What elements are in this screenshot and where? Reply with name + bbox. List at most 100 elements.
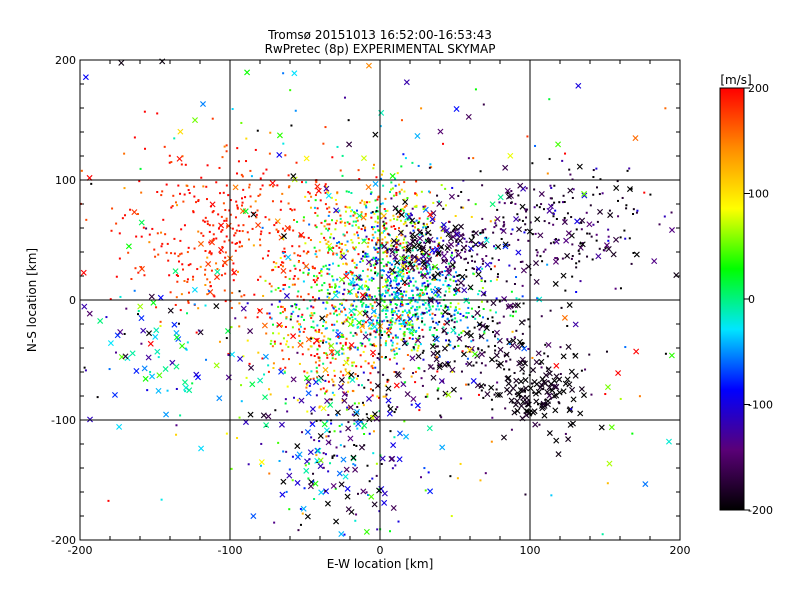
data-point-dot (589, 204, 592, 207)
data-point-dot (598, 193, 601, 196)
data-point-dot (481, 229, 484, 232)
data-point-dot (383, 319, 386, 322)
data-point-dot (540, 366, 543, 369)
data-point-dot (357, 242, 360, 245)
data-point-dot (465, 257, 468, 260)
data-point-dot (270, 303, 273, 306)
data-point-dot (174, 201, 177, 204)
data-point-dot (365, 294, 368, 297)
data-point-dot (289, 226, 292, 229)
data-point-dot (384, 342, 387, 345)
data-point-dot (343, 221, 346, 224)
data-point-dot (399, 219, 402, 222)
data-point-dot (429, 313, 432, 316)
data-point-dot (395, 283, 398, 286)
data-point-dot (451, 370, 454, 373)
data-point-dot (325, 227, 328, 230)
data-point-dot (393, 265, 396, 268)
data-point-dot (367, 241, 370, 244)
data-point-dot (426, 279, 429, 282)
data-point-dot (468, 249, 471, 252)
data-point-dot (314, 329, 317, 332)
data-point-dot (177, 322, 180, 325)
data-point-dot (175, 387, 178, 390)
data-point-dot (364, 252, 367, 255)
data-point-cross (373, 415, 380, 422)
data-point-dot (372, 323, 375, 326)
data-point-dot (358, 178, 361, 181)
data-point-dot (390, 309, 393, 312)
data-point-dot (331, 156, 334, 159)
data-point-dot (632, 208, 635, 211)
data-point-dot (365, 304, 368, 307)
data-point-dot (472, 364, 475, 367)
data-point-dot (446, 361, 449, 364)
data-point-dot (167, 259, 170, 262)
data-point-dot (592, 176, 595, 179)
data-point-dot (284, 366, 287, 369)
data-point-dot (491, 257, 494, 260)
data-point-dot (177, 255, 180, 258)
data-point-dot (412, 277, 415, 280)
data-point-dot (417, 347, 420, 350)
data-point-dot (529, 274, 532, 277)
data-point-dot (148, 233, 151, 236)
data-point-dot (494, 219, 497, 222)
data-point-dot (393, 297, 396, 300)
data-point-dot (298, 334, 301, 337)
data-point-dot (301, 512, 304, 515)
data-point-cross (179, 343, 186, 349)
data-point-cross (421, 261, 428, 268)
data-point-dot (183, 280, 186, 283)
data-point-cross (454, 231, 461, 238)
data-point-dot (357, 291, 360, 294)
data-point-dot (257, 194, 260, 197)
data-point-dot (209, 250, 212, 253)
data-point-dot (274, 265, 277, 268)
data-point-cross (359, 292, 366, 299)
data-point-dot (449, 344, 452, 347)
data-point-dot (491, 416, 494, 419)
data-point-dot (271, 269, 274, 272)
data-point-dot (268, 312, 271, 315)
data-point-dot (546, 172, 549, 175)
data-point-dot (536, 254, 539, 257)
data-point-dot (240, 173, 243, 176)
data-point-dot (372, 236, 375, 239)
data-point-dot (368, 294, 371, 297)
data-point-dot (414, 300, 417, 303)
data-point-dot (333, 323, 336, 326)
data-point-dot (329, 462, 332, 465)
data-point-dot (401, 246, 404, 249)
data-point-dot (176, 280, 179, 283)
data-point-dot (531, 356, 534, 359)
data-point-cross (561, 314, 568, 321)
data-point-dot (420, 107, 423, 110)
data-point-dot (454, 280, 457, 283)
data-point-dot (254, 200, 257, 203)
data-point-dot (402, 260, 405, 263)
data-point-cross (191, 286, 198, 293)
data-point-dot (390, 225, 393, 228)
x-tick-label: 200 (670, 544, 691, 557)
data-point-dot (378, 333, 381, 336)
data-point-cross (445, 231, 452, 238)
data-point-dot (437, 268, 440, 271)
data-point-dot (264, 279, 267, 282)
data-point-dot (386, 306, 389, 309)
data-point-dot (398, 319, 401, 322)
data-point-dot (553, 201, 556, 204)
data-point-dot (521, 260, 524, 263)
data-point-dot (358, 287, 361, 290)
data-point-dot (546, 355, 549, 358)
data-point-dot (451, 251, 454, 254)
data-point-cross (397, 430, 403, 437)
data-point-dot (396, 342, 399, 345)
data-point-dot (349, 271, 352, 274)
data-point-dot (511, 305, 514, 308)
data-point-dot (178, 260, 181, 263)
data-point-cross (429, 247, 436, 254)
data-point-cross (146, 330, 153, 337)
data-point-dot (118, 232, 121, 235)
data-point-dot (541, 260, 544, 263)
